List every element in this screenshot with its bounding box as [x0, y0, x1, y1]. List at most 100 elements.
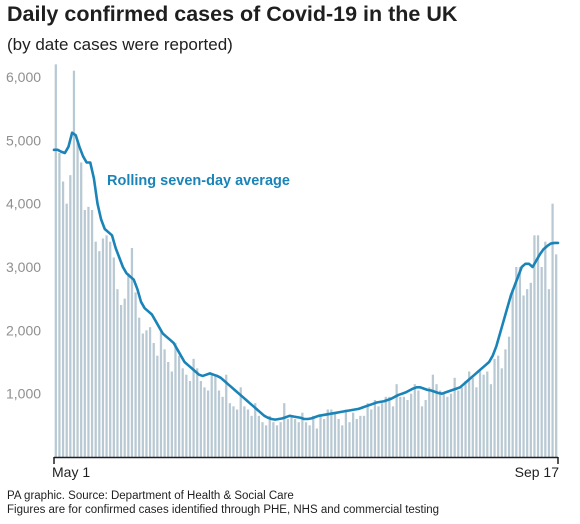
bar [475, 387, 478, 457]
bar [159, 330, 163, 457]
bar [130, 248, 134, 457]
bar [500, 368, 503, 457]
bar [272, 422, 275, 457]
bar [522, 295, 525, 457]
bar [152, 343, 155, 457]
bar [268, 415, 271, 457]
bar [105, 235, 108, 457]
y-tick-label: 2,000 [6, 322, 41, 338]
bar [471, 377, 474, 457]
y-tick-label: 1,000 [6, 386, 41, 402]
bar [315, 428, 318, 457]
bar [145, 330, 148, 457]
bar [355, 419, 358, 457]
bar [511, 289, 514, 457]
bar [112, 257, 115, 457]
bar [257, 415, 260, 457]
y-tick-label: 6,000 [6, 69, 41, 85]
bar [138, 317, 141, 457]
bar [348, 422, 351, 457]
y-tick-label: 5,000 [6, 132, 41, 148]
bar [460, 387, 464, 457]
chart-title: Daily confirmed cases of Covid-19 in the… [7, 2, 458, 26]
bar [391, 406, 395, 457]
bar [446, 396, 449, 457]
bar [359, 415, 362, 457]
bar [250, 415, 253, 457]
bar [294, 419, 297, 457]
bar [83, 210, 86, 457]
bar [493, 358, 496, 457]
bar [308, 425, 311, 457]
bar [279, 422, 282, 457]
bar [326, 409, 329, 457]
bar [264, 425, 268, 457]
bar [486, 371, 489, 457]
bar [377, 406, 380, 457]
bar [109, 241, 112, 457]
bar [196, 368, 199, 457]
bar [504, 349, 507, 457]
bar [116, 289, 119, 457]
bar [352, 412, 355, 457]
bar [286, 419, 289, 457]
bar [551, 203, 554, 457]
bar [518, 267, 522, 457]
bar [457, 390, 460, 457]
bar [210, 374, 213, 457]
bar [119, 305, 123, 457]
bar-series [54, 64, 558, 458]
bar [464, 381, 467, 457]
bar [148, 327, 152, 457]
bar [283, 403, 286, 457]
bar [203, 387, 206, 457]
bar [384, 396, 387, 457]
rolling-average-label: Rolling seven-day average [107, 173, 290, 189]
bar [319, 415, 322, 457]
bar [424, 400, 427, 457]
bar [304, 422, 308, 457]
bar [370, 409, 373, 457]
bar [232, 406, 235, 457]
bar [177, 355, 181, 457]
bar [290, 415, 293, 457]
bar [453, 377, 456, 457]
bar [341, 425, 344, 457]
y-tick-label: 4,000 [6, 196, 41, 212]
bar [333, 412, 337, 457]
bar [61, 181, 65, 457]
bar [366, 403, 369, 457]
bar [94, 241, 97, 457]
bar [58, 153, 61, 457]
bar [330, 409, 333, 457]
bar [323, 419, 326, 457]
bar [101, 238, 105, 457]
bar [185, 374, 188, 457]
bar [206, 390, 210, 457]
bar [228, 403, 231, 457]
bar [239, 387, 242, 457]
bar [235, 409, 239, 457]
bar [540, 267, 543, 457]
bar [442, 393, 445, 457]
bar [312, 415, 315, 457]
bar [547, 289, 551, 457]
bar [507, 336, 511, 457]
bar [420, 406, 424, 457]
bar [395, 384, 398, 457]
bar [406, 400, 409, 457]
chart-subtitle: (by date cases were reported) [7, 35, 233, 54]
bar [243, 406, 246, 457]
bar [533, 235, 536, 457]
bar [221, 396, 224, 457]
bar [417, 390, 420, 457]
bar [515, 267, 518, 457]
bar [134, 292, 137, 457]
bar [98, 251, 101, 457]
bar [181, 368, 184, 457]
bar [482, 374, 485, 457]
bar [497, 355, 500, 457]
bar [65, 203, 68, 457]
bar [301, 412, 304, 457]
